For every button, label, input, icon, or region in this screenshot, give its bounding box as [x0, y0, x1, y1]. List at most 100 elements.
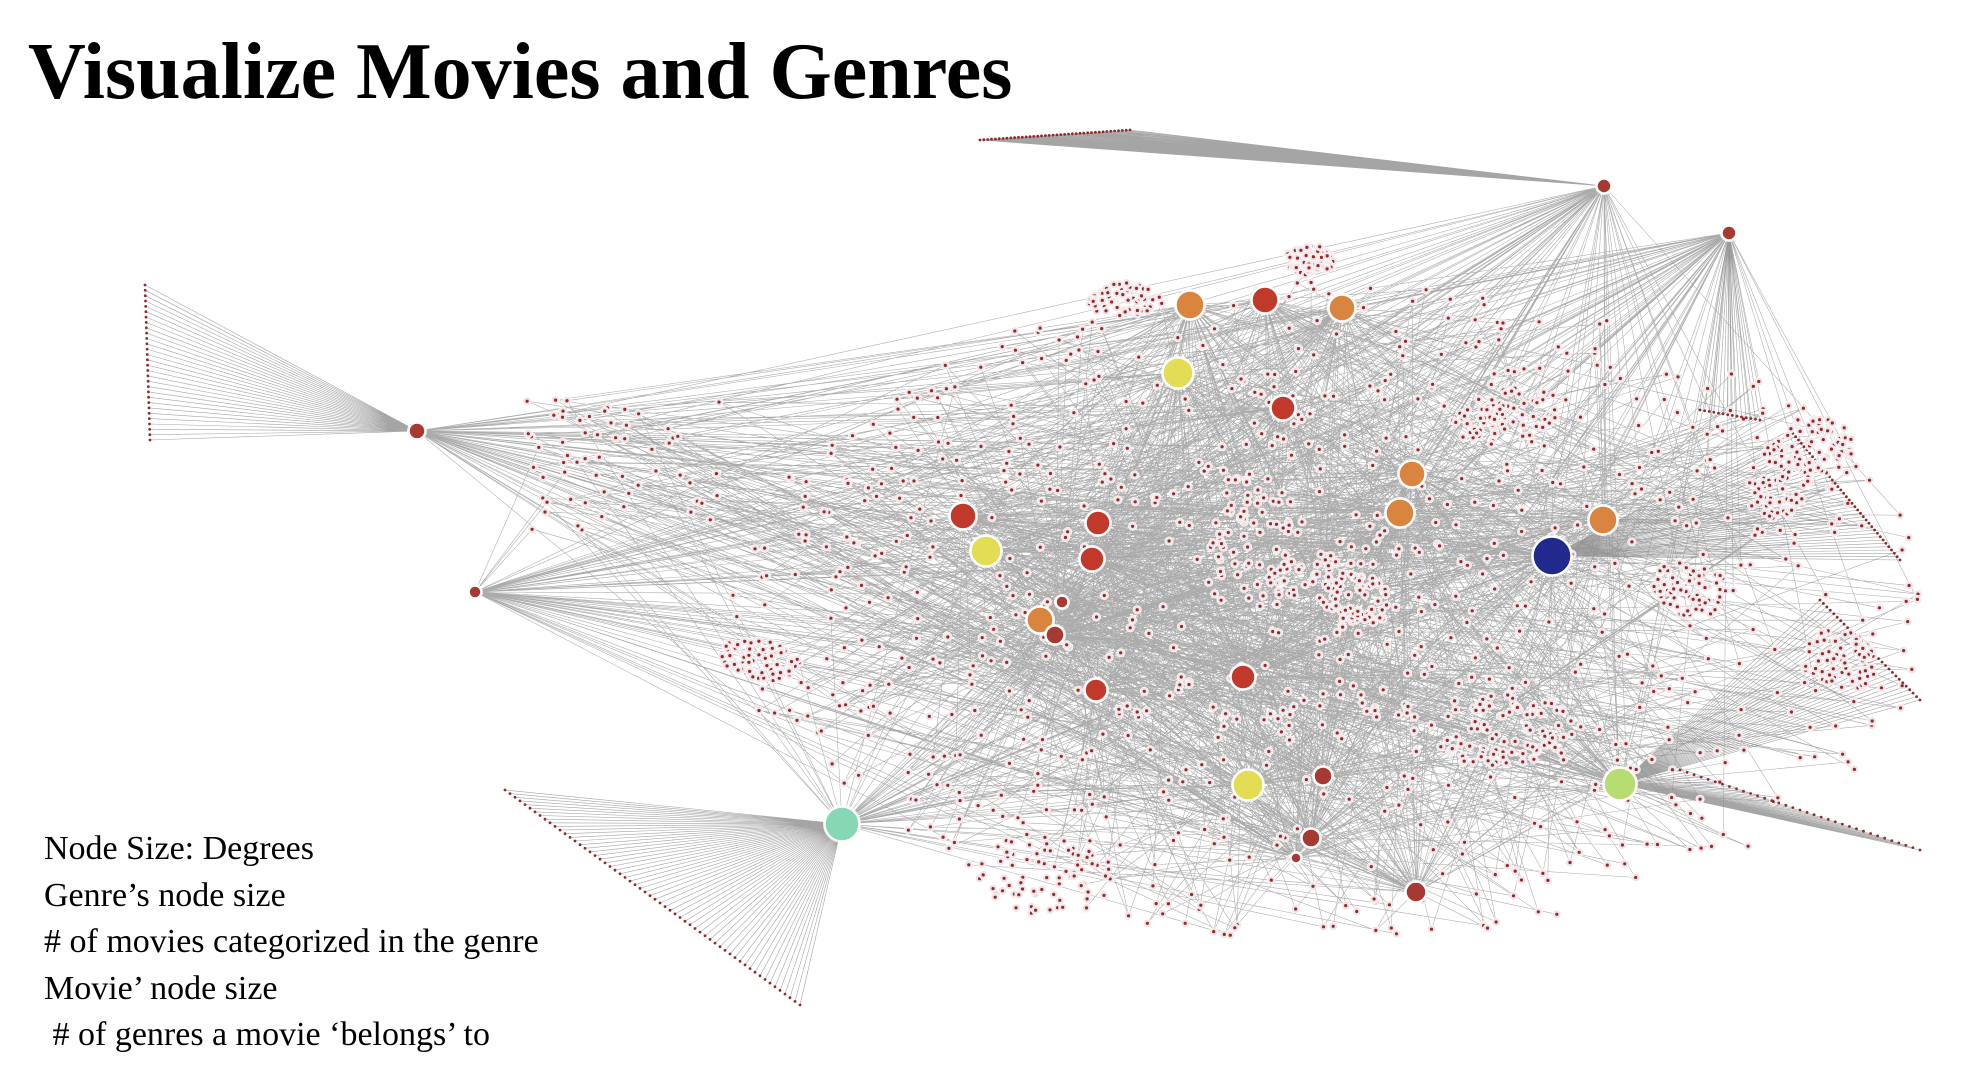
movie-node: [1121, 424, 1131, 434]
movie-node: [1386, 369, 1396, 379]
movie-node: [891, 536, 901, 546]
movie-node: [503, 788, 507, 792]
movie-node: [1044, 134, 1047, 138]
movie-node: [148, 438, 152, 442]
movie-node: [1627, 479, 1637, 489]
movie-node: [1637, 484, 1647, 494]
movie-node: [1158, 602, 1168, 612]
movie-node: [995, 571, 1005, 581]
movie-node: [765, 637, 775, 647]
movie-node: [935, 658, 945, 668]
movie-node: [1107, 297, 1117, 307]
movie-node: [1444, 780, 1454, 790]
movie-node: [762, 571, 772, 581]
genre-node: [1588, 505, 1618, 535]
movie-node: [1324, 289, 1334, 299]
movie-node: [1128, 521, 1138, 531]
movie-node: [1576, 412, 1586, 422]
movie-node: [1381, 433, 1391, 443]
movie-node: [1259, 493, 1269, 503]
movie-node: [1653, 574, 1663, 584]
movie-node: [1283, 526, 1293, 536]
movie-node: [1718, 426, 1728, 436]
movie-node: [1707, 410, 1711, 413]
movie-node: [1371, 537, 1381, 547]
movie-node: [1294, 344, 1304, 354]
movie-node: [1798, 403, 1808, 413]
movie-node: [860, 496, 870, 506]
movie-node: [1904, 533, 1914, 543]
movie-node: [1103, 288, 1113, 298]
movie-node: [1322, 264, 1332, 274]
movie-node: [1132, 605, 1142, 615]
movie-node: [1258, 591, 1268, 601]
movie-node: [542, 497, 552, 507]
movie-node: [1811, 686, 1821, 696]
movie-node: [986, 656, 996, 666]
movie-node: [1697, 813, 1707, 823]
movie-node: [1344, 794, 1354, 804]
movie-node: [1082, 852, 1092, 862]
movie-node: [1286, 497, 1296, 507]
movie-node: [819, 507, 829, 517]
movie-node: [1544, 617, 1554, 627]
movie-node: [1272, 519, 1282, 529]
movie-node: [1216, 595, 1226, 605]
movie-node: [828, 690, 838, 700]
movie-node: [1001, 137, 1005, 140]
movie-node: [1726, 369, 1736, 379]
movie-node: [1688, 594, 1698, 604]
movie-node: [1675, 558, 1685, 568]
movie-node: [864, 597, 874, 607]
movie-node: [1682, 521, 1692, 531]
movie-node: [1600, 379, 1610, 389]
movie-node: [1685, 576, 1695, 586]
movie-node: [1486, 379, 1496, 389]
movie-node: [1742, 789, 1745, 793]
movie-node: [915, 504, 925, 514]
movie-node: [1482, 634, 1492, 644]
movie-node: [1320, 634, 1330, 644]
movie-node: [1159, 787, 1169, 797]
movie-node: [1827, 484, 1837, 494]
movie-node: [1215, 529, 1225, 539]
movie-node: [1663, 722, 1673, 732]
movie-node: [1830, 527, 1840, 537]
movie-node: [1721, 782, 1724, 786]
movie-node: [1062, 640, 1072, 650]
movie-node: [1615, 373, 1625, 383]
movie-node: [678, 916, 682, 919]
movie-node: [1045, 484, 1055, 494]
movie-node: [1717, 411, 1720, 415]
movie-node: [1255, 601, 1265, 611]
movie-node: [1884, 664, 1887, 667]
movie-node: [1466, 724, 1476, 734]
movie-node: [1634, 420, 1644, 430]
movie-node: [1272, 599, 1282, 609]
movie-node: [1830, 478, 1834, 482]
movie-node: [1450, 696, 1460, 706]
movie-node: [1139, 686, 1149, 696]
movie-node: [1145, 745, 1155, 755]
movie-node: [1862, 829, 1865, 833]
movie-node: [1880, 660, 1884, 664]
movie-node: [1315, 464, 1325, 474]
movie-node: [1381, 590, 1391, 600]
movie-node: [1076, 881, 1086, 891]
movie-node: [1894, 674, 1898, 678]
movie-node: [1219, 465, 1229, 475]
movie-node: [1413, 394, 1423, 404]
movie-node: [1907, 664, 1917, 674]
movie-node: [1895, 555, 1899, 559]
movie-node: [1036, 745, 1046, 755]
movie-node: [1100, 469, 1110, 479]
movie-node: [1563, 366, 1573, 376]
movie-node: [1180, 918, 1190, 928]
movie-node: [1319, 789, 1329, 799]
movie-node: [722, 661, 732, 671]
movie-node: [1467, 672, 1477, 682]
movie-node: [1752, 433, 1762, 443]
movie-node: [1436, 349, 1446, 359]
movie-node: [1495, 404, 1505, 414]
movie-node: [1526, 577, 1536, 587]
